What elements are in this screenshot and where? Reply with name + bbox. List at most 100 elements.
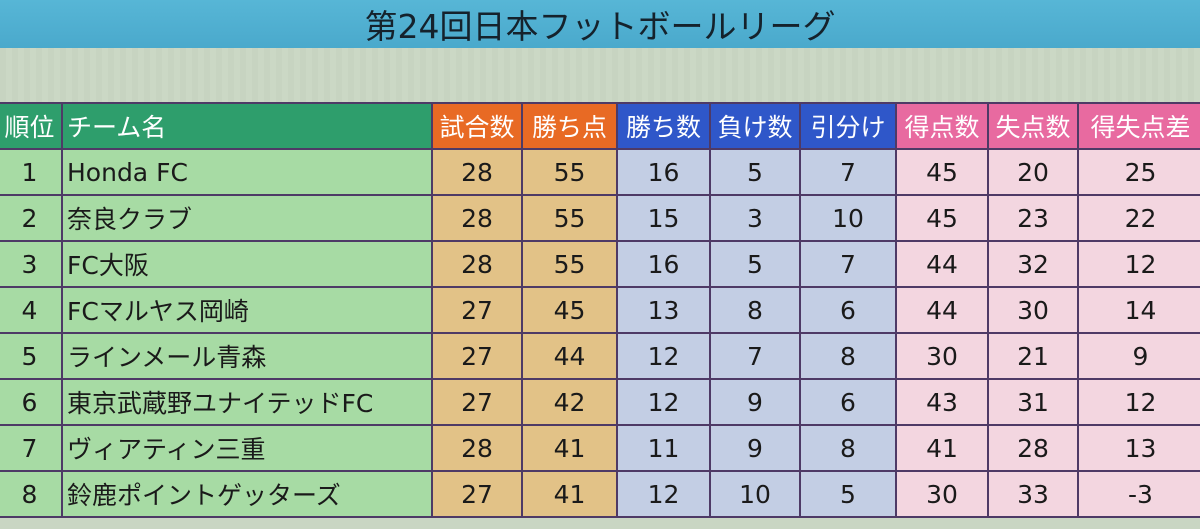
team-name-cell: Honda FC (61, 148, 433, 196)
draws-cell: 7 (799, 148, 897, 196)
played-cell: 28 (431, 194, 523, 242)
wins-cell: 12 (616, 470, 711, 518)
goals-for-cell: 30 (895, 470, 989, 518)
header-played: 試合数 (431, 102, 523, 150)
goals-against-cell: 30 (987, 286, 1079, 334)
rank-cell: 1 (0, 148, 63, 196)
goal-difference-cell: 9 (1077, 332, 1200, 380)
rank-cell: 7 (0, 424, 63, 472)
team-name-cell: FC大阪 (61, 240, 433, 288)
goals-for-cell: 45 (895, 148, 989, 196)
goals-against-cell: 31 (987, 378, 1079, 426)
title-bar: 第24回日本フットボールリーグ (0, 0, 1200, 48)
rank-cell: 5 (0, 332, 63, 380)
losses-cell: 10 (709, 470, 801, 518)
rank-cell: 6 (0, 378, 63, 426)
wins-cell: 13 (616, 286, 711, 334)
rank-cell: 3 (0, 240, 63, 288)
table-row: 4 FCマルヤス岡崎 27 45 13 8 6 44 30 14 (0, 286, 1200, 334)
table-row: 8 鈴鹿ポイントゲッターズ 27 41 12 10 5 30 33 -3 (0, 470, 1200, 518)
draws-cell: 8 (799, 424, 897, 472)
played-cell: 27 (431, 332, 523, 380)
goals-for-cell: 45 (895, 194, 989, 242)
background-band (0, 48, 1200, 102)
header-goals-against: 失点数 (987, 102, 1079, 150)
losses-cell: 7 (709, 332, 801, 380)
draws-cell: 5 (799, 470, 897, 518)
goal-difference-cell: 14 (1077, 286, 1200, 334)
rank-cell: 2 (0, 194, 63, 242)
table-row: 1 Honda FC 28 55 16 5 7 45 20 25 (0, 148, 1200, 196)
wins-cell: 16 (616, 240, 711, 288)
draws-cell: 8 (799, 332, 897, 380)
goal-difference-cell: 22 (1077, 194, 1200, 242)
page-title: 第24回日本フットボールリーグ (364, 7, 836, 46)
goal-difference-cell: 12 (1077, 378, 1200, 426)
played-cell: 28 (431, 424, 523, 472)
draws-cell: 6 (799, 378, 897, 426)
table-row: 3 FC大阪 28 55 16 5 7 44 32 12 (0, 240, 1200, 288)
goals-for-cell: 41 (895, 424, 989, 472)
points-cell: 45 (521, 286, 618, 334)
team-name-cell: 鈴鹿ポイントゲッターズ (61, 470, 433, 518)
header-rank: 順位 (0, 102, 63, 150)
losses-cell: 9 (709, 424, 801, 472)
header-goals-for: 得点数 (895, 102, 989, 150)
goals-against-cell: 28 (987, 424, 1079, 472)
points-cell: 41 (521, 424, 618, 472)
points-cell: 55 (521, 148, 618, 196)
header-losses: 負け数 (709, 102, 801, 150)
standings-table: 順位 チーム名 試合数 勝ち点 勝ち数 負け数 引分け 得点数 失点数 得失点差… (0, 102, 1200, 518)
goal-difference-cell: 12 (1077, 240, 1200, 288)
goals-for-cell: 44 (895, 240, 989, 288)
points-cell: 44 (521, 332, 618, 380)
wins-cell: 15 (616, 194, 711, 242)
goals-against-cell: 20 (987, 148, 1079, 196)
header-points: 勝ち点 (521, 102, 618, 150)
draws-cell: 7 (799, 240, 897, 288)
wins-cell: 12 (616, 378, 711, 426)
points-cell: 42 (521, 378, 618, 426)
points-cell: 55 (521, 240, 618, 288)
team-name-cell: FCマルヤス岡崎 (61, 286, 433, 334)
goal-difference-cell: 25 (1077, 148, 1200, 196)
goals-against-cell: 32 (987, 240, 1079, 288)
points-cell: 55 (521, 194, 618, 242)
goal-difference-cell: 13 (1077, 424, 1200, 472)
wins-cell: 11 (616, 424, 711, 472)
goals-for-cell: 43 (895, 378, 989, 426)
team-name-cell: 奈良クラブ (61, 194, 433, 242)
table-row: 6 東京武蔵野ユナイテッドFC 27 42 12 9 6 43 31 12 (0, 378, 1200, 426)
goals-for-cell: 30 (895, 332, 989, 380)
goal-difference-cell: -3 (1077, 470, 1200, 518)
team-name-cell: ヴィアティン三重 (61, 424, 433, 472)
goals-against-cell: 21 (987, 332, 1079, 380)
team-name-cell: 東京武蔵野ユナイテッドFC (61, 378, 433, 426)
header-team: チーム名 (61, 102, 433, 150)
table-row: 2 奈良クラブ 28 55 15 3 10 45 23 22 (0, 194, 1200, 242)
played-cell: 27 (431, 378, 523, 426)
wins-cell: 12 (616, 332, 711, 380)
rank-cell: 4 (0, 286, 63, 334)
goals-for-cell: 44 (895, 286, 989, 334)
losses-cell: 9 (709, 378, 801, 426)
losses-cell: 8 (709, 286, 801, 334)
played-cell: 27 (431, 286, 523, 334)
draws-cell: 10 (799, 194, 897, 242)
draws-cell: 6 (799, 286, 897, 334)
team-name-cell: ラインメール青森 (61, 332, 433, 380)
header-wins: 勝ち数 (616, 102, 711, 150)
played-cell: 27 (431, 470, 523, 518)
played-cell: 28 (431, 148, 523, 196)
rank-cell: 8 (0, 470, 63, 518)
goals-against-cell: 23 (987, 194, 1079, 242)
losses-cell: 5 (709, 148, 801, 196)
wins-cell: 16 (616, 148, 711, 196)
losses-cell: 3 (709, 194, 801, 242)
table-row: 7 ヴィアティン三重 28 41 11 9 8 41 28 13 (0, 424, 1200, 472)
table-row: 5 ラインメール青森 27 44 12 7 8 30 21 9 (0, 332, 1200, 380)
losses-cell: 5 (709, 240, 801, 288)
header-draws: 引分け (799, 102, 897, 150)
goals-against-cell: 33 (987, 470, 1079, 518)
header-goal-difference: 得失点差 (1077, 102, 1200, 150)
